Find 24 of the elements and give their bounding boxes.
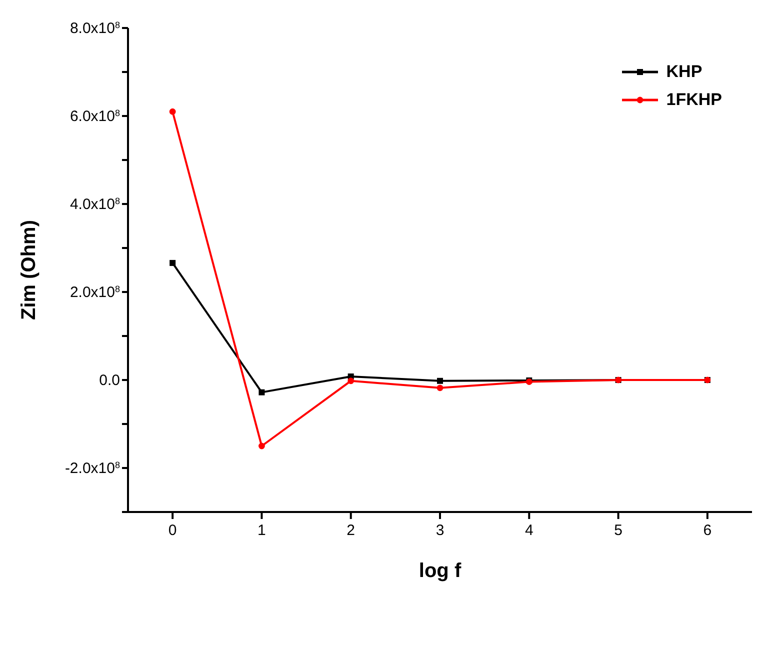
y-tick-label: 0.0	[99, 372, 120, 389]
y-tick-label: 4.0x10$^{8}$	[70, 196, 120, 213]
x-tick-label: 3	[436, 522, 444, 539]
x-tick-label: 6	[703, 522, 712, 539]
point	[169, 108, 176, 115]
x-tick-label: 5	[614, 522, 622, 539]
point	[348, 378, 354, 384]
x-axis-title: log f	[418, 560, 462, 582]
point	[437, 378, 443, 384]
x-tick-label: 4	[524, 522, 534, 539]
x-tick-label: 1	[258, 522, 266, 539]
y-tick-label: 8.0x10$^{8}$	[70, 20, 120, 37]
y-tick-label: -2.0x10$^{8}$	[64, 460, 120, 477]
x-tick-label: 0	[168, 522, 177, 539]
point	[258, 389, 265, 396]
point	[170, 260, 176, 266]
y-tick-label: 2.0x10$^{8}$	[70, 284, 120, 301]
legend-label: 1FKHP	[666, 90, 722, 110]
y-axis-title: Zim (Ohm)	[18, 220, 40, 320]
y-tick-label: 6.0x10$^{8}$	[70, 108, 120, 125]
x-tick-label: 2	[346, 522, 356, 539]
point	[436, 384, 444, 392]
point	[258, 442, 265, 450]
legend-label: KHP	[666, 62, 702, 82]
